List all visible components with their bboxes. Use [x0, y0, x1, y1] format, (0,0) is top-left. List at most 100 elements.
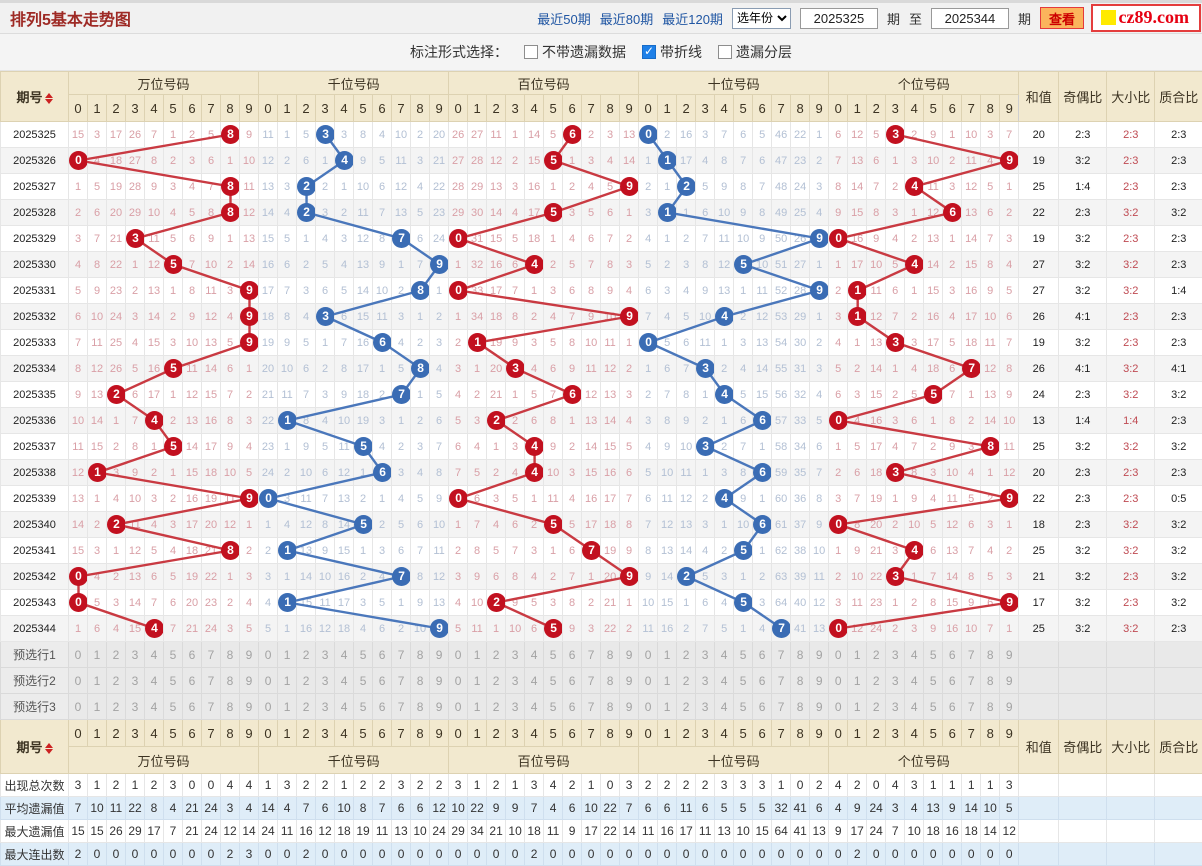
preselect-digit-cell[interactable]: 1: [278, 668, 297, 694]
preselect-digit-cell[interactable]: 3: [126, 694, 145, 720]
preselect-digit-cell[interactable]: 8: [791, 694, 810, 720]
preselect-digit-cell[interactable]: 4: [335, 668, 354, 694]
preselect-digit-cell[interactable]: 1: [468, 694, 487, 720]
preselect-digit-cell[interactable]: 7: [202, 694, 221, 720]
preselect-digit-cell[interactable]: 5: [354, 668, 373, 694]
preselect-digit-cell[interactable]: 2: [677, 694, 696, 720]
preselect-digit-cell[interactable]: 9: [810, 694, 829, 720]
preselect-digit-cell[interactable]: 1: [88, 642, 107, 668]
preselect-digit-cell[interactable]: 6: [753, 668, 772, 694]
preselect-digit-cell[interactable]: 3: [316, 668, 335, 694]
preselect-digit-cell[interactable]: 3: [506, 668, 525, 694]
preselect-digit-cell[interactable]: 0: [449, 668, 468, 694]
preselect-digit-cell[interactable]: 9: [240, 694, 259, 720]
recent-120-link[interactable]: 最近120期: [662, 9, 723, 28]
preselect-digit-cell[interactable]: 1: [658, 694, 677, 720]
preselect-digit-cell[interactable]: 1: [848, 642, 867, 668]
preselect-digit-cell[interactable]: 6: [753, 642, 772, 668]
preselect-digit-cell[interactable]: 8: [411, 668, 430, 694]
preselect-digit-cell[interactable]: 0: [639, 694, 658, 720]
preselect-digit-cell[interactable]: 4: [525, 668, 544, 694]
preselect-digit-cell[interactable]: 9: [430, 694, 449, 720]
preselect-digit-cell[interactable]: 9: [810, 668, 829, 694]
preselect-digit-cell[interactable]: 9: [1000, 642, 1019, 668]
preselect-digit-cell[interactable]: 4: [715, 694, 734, 720]
preselect-digit-cell[interactable]: 5: [924, 642, 943, 668]
preselect-digit-cell[interactable]: 0: [69, 642, 88, 668]
preselect-digit-cell[interactable]: 1: [468, 668, 487, 694]
preselect-digit-cell[interactable]: 6: [373, 642, 392, 668]
preselect-digit-cell[interactable]: 3: [886, 668, 905, 694]
preselect-digit-cell[interactable]: 2: [677, 668, 696, 694]
preselect-digit-cell[interactable]: 7: [582, 668, 601, 694]
checkbox-miss-layers[interactable]: 遗漏分层: [718, 42, 792, 62]
preselect-digit-cell[interactable]: 8: [981, 694, 1000, 720]
preselect-digit-cell[interactable]: 0: [829, 694, 848, 720]
preselect-digit-cell[interactable]: 6: [943, 642, 962, 668]
preselect-digit-cell[interactable]: 2: [677, 642, 696, 668]
preselect-digit-cell[interactable]: 7: [582, 642, 601, 668]
preselect-digit-cell[interactable]: 7: [582, 694, 601, 720]
preselect-digit-cell[interactable]: 2: [107, 642, 126, 668]
preselect-digit-cell[interactable]: 6: [943, 668, 962, 694]
preselect-digit-cell[interactable]: 0: [639, 642, 658, 668]
preselect-digit-cell[interactable]: 2: [867, 668, 886, 694]
preselect-digit-cell[interactable]: 5: [164, 694, 183, 720]
preselect-digit-cell[interactable]: 6: [183, 694, 202, 720]
preselect-digit-cell[interactable]: 4: [335, 642, 354, 668]
preselect-digit-cell[interactable]: 1: [848, 694, 867, 720]
preselect-digit-cell[interactable]: 9: [240, 642, 259, 668]
preselect-digit-cell[interactable]: 7: [962, 642, 981, 668]
preselect-digit-cell[interactable]: 4: [145, 694, 164, 720]
year-select[interactable]: 选年份: [732, 8, 791, 29]
preselect-digit-cell[interactable]: 6: [753, 694, 772, 720]
checkbox-icon[interactable]: [524, 45, 538, 59]
preselect-digit-cell[interactable]: 2: [107, 694, 126, 720]
preselect-digit-cell[interactable]: 3: [316, 642, 335, 668]
preselect-digit-cell[interactable]: 9: [1000, 694, 1019, 720]
preselect-digit-cell[interactable]: 2: [297, 668, 316, 694]
sort-arrows-icon[interactable]: [45, 93, 53, 104]
preselect-digit-cell[interactable]: 7: [202, 642, 221, 668]
preselect-digit-cell[interactable]: 0: [69, 694, 88, 720]
preselect-digit-cell[interactable]: 7: [772, 694, 791, 720]
preselect-digit-cell[interactable]: 7: [392, 694, 411, 720]
preselect-digit-cell[interactable]: 5: [544, 694, 563, 720]
preselect-digit-cell[interactable]: 9: [430, 642, 449, 668]
preselect-digit-cell[interactable]: 3: [506, 694, 525, 720]
preselect-digit-cell[interactable]: 3: [696, 668, 715, 694]
preselect-digit-cell[interactable]: 7: [392, 668, 411, 694]
preselect-digit-cell[interactable]: 1: [278, 642, 297, 668]
preselect-digit-cell[interactable]: 0: [259, 694, 278, 720]
recent-50-link[interactable]: 最近50期: [537, 9, 590, 28]
preselect-digit-cell[interactable]: 1: [88, 668, 107, 694]
preselect-digit-cell[interactable]: 7: [772, 668, 791, 694]
checkbox-no-miss-data[interactable]: 不带遗漏数据: [524, 42, 626, 62]
preselect-digit-cell[interactable]: 8: [981, 642, 1000, 668]
preselect-digit-cell[interactable]: 6: [563, 668, 582, 694]
preselect-digit-cell[interactable]: 4: [715, 642, 734, 668]
preselect-digit-cell[interactable]: 0: [259, 642, 278, 668]
preselect-digit-cell[interactable]: 5: [354, 694, 373, 720]
preselect-digit-cell[interactable]: 9: [430, 668, 449, 694]
preselect-digit-cell[interactable]: 9: [620, 642, 639, 668]
preselect-digit-cell[interactable]: 9: [1000, 668, 1019, 694]
checkbox-icon[interactable]: [642, 45, 656, 59]
preselect-digit-cell[interactable]: 4: [905, 668, 924, 694]
checkbox-with-line[interactable]: 带折线: [642, 42, 702, 62]
preselect-digit-cell[interactable]: 0: [449, 642, 468, 668]
preselect-digit-cell[interactable]: 9: [810, 642, 829, 668]
preselect-digit-cell[interactable]: 8: [601, 694, 620, 720]
preselect-digit-cell[interactable]: 9: [620, 694, 639, 720]
preselect-digit-cell[interactable]: 0: [829, 668, 848, 694]
preselect-digit-cell[interactable]: 2: [487, 642, 506, 668]
recent-80-link[interactable]: 最近80期: [600, 9, 653, 28]
preselect-digit-cell[interactable]: 5: [164, 668, 183, 694]
preselect-digit-cell[interactable]: 5: [734, 694, 753, 720]
preselect-digit-cell[interactable]: 4: [335, 694, 354, 720]
preselect-digit-cell[interactable]: 1: [848, 668, 867, 694]
preselect-digit-cell[interactable]: 7: [392, 642, 411, 668]
preselect-digit-cell[interactable]: 2: [107, 668, 126, 694]
